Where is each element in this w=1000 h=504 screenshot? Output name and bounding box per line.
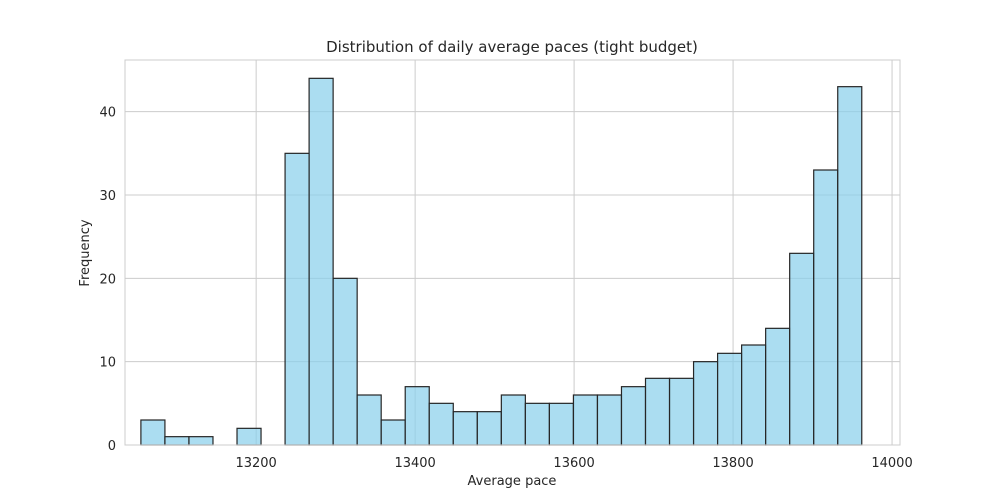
- histogram-bar: [813, 169, 839, 446]
- histogram-bar: [356, 394, 382, 446]
- histogram-bar: [284, 152, 310, 446]
- histogram-bar: [741, 344, 767, 446]
- y-tick-label: 0: [108, 439, 116, 454]
- x-tick-label: 14000: [871, 456, 912, 471]
- x-axis-label: Average pace: [468, 474, 557, 489]
- histogram-bar: [789, 252, 815, 446]
- histogram-bar: [476, 411, 502, 446]
- histogram-bar: [380, 419, 406, 446]
- y-tick-labels: 0 10 20 30 40: [99, 106, 116, 454]
- y-tick-label: 20: [99, 272, 116, 287]
- histogram-bar: [837, 86, 863, 446]
- histogram-bar: [332, 277, 358, 446]
- histogram-bar: [668, 377, 695, 446]
- y-tick-label: 30: [99, 189, 116, 204]
- x-tick-label: 13400: [394, 456, 435, 471]
- histogram-bar: [548, 402, 575, 446]
- histogram-bar: [164, 436, 190, 446]
- histogram-bar: [644, 377, 671, 446]
- histogram-bar: [452, 411, 478, 446]
- histogram-bar: [596, 394, 623, 446]
- histogram-bar: [716, 352, 743, 446]
- x-tick-labels: 13200 13400 13600 13800 14000: [235, 456, 912, 471]
- histogram-bar: [620, 386, 647, 446]
- y-axis-label: Frequency: [78, 219, 93, 286]
- histogram-bar: [500, 394, 526, 446]
- histogram-bar: [428, 402, 454, 446]
- histogram-bar: [572, 394, 599, 446]
- histogram-bar: [692, 361, 719, 446]
- chart-title: Distribution of daily average paces (tig…: [326, 38, 698, 56]
- y-tick-label: 40: [99, 106, 116, 121]
- histogram-bar: [765, 327, 791, 446]
- histogram-bar: [524, 402, 550, 446]
- x-tick-label: 13800: [712, 456, 753, 471]
- histogram-bar: [308, 77, 334, 446]
- histogram-bar: [404, 386, 430, 446]
- plot-frame: [124, 59, 901, 446]
- y-tick-label: 10: [99, 356, 116, 371]
- x-tick-label: 13200: [235, 456, 276, 471]
- x-tick-label: 13600: [553, 456, 594, 471]
- histogram-bar: [236, 427, 262, 446]
- histogram-bar: [188, 436, 214, 446]
- histogram-bar: [140, 419, 166, 446]
